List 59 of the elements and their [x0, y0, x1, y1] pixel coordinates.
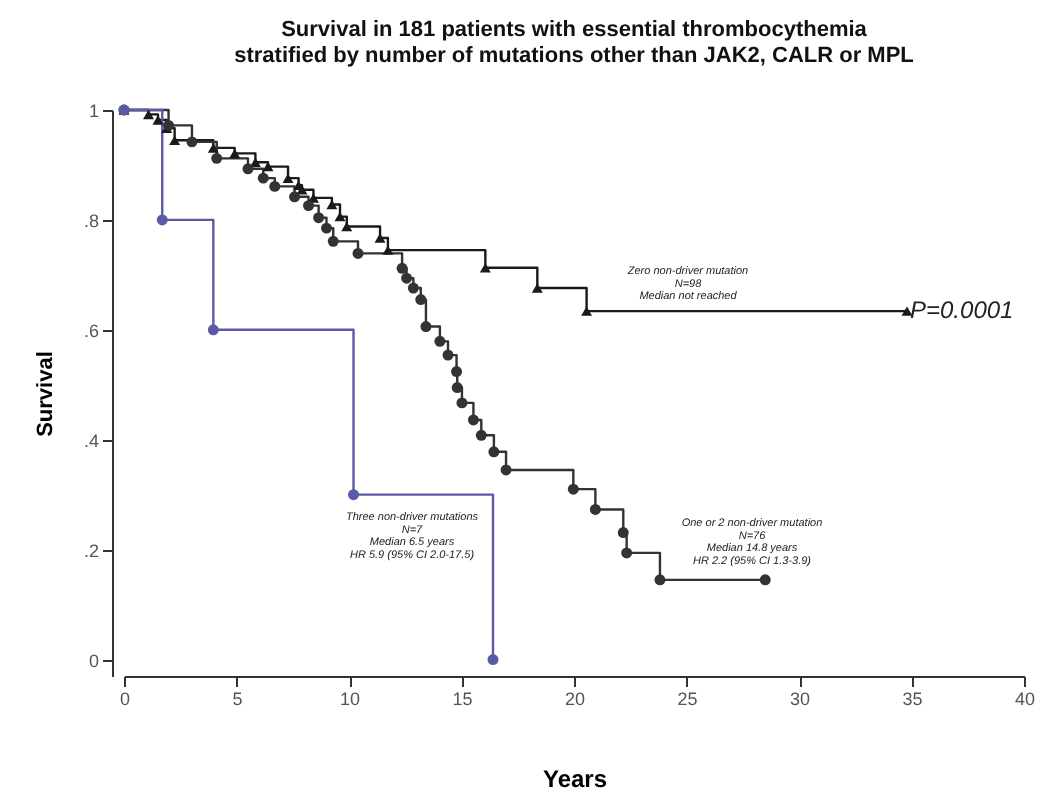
point: [156, 214, 168, 226]
point: [475, 429, 487, 441]
point: [269, 180, 281, 192]
point: [257, 172, 269, 184]
point: [759, 574, 771, 586]
chart-title: Survival in 181 patients with essential thrombocythemia stratified by number of mutations other than JAK2, CALR or MPL: [234, 18, 915, 68]
point: [352, 247, 364, 259]
point: [407, 282, 419, 294]
point: [500, 464, 512, 476]
x-tick-label: 30: [789, 689, 811, 709]
y-axis-title: Survival: [33, 351, 58, 437]
point: [313, 212, 325, 224]
point: [567, 483, 579, 495]
x-tick-label: 25: [677, 689, 698, 709]
point: [303, 200, 314, 212]
point: [143, 109, 154, 120]
y-tick-label: .4: [83, 430, 99, 451]
point: [581, 306, 593, 316]
point: [207, 324, 219, 336]
y-tick-label: .2: [83, 540, 99, 561]
point: [207, 143, 219, 153]
x-tick-label: 40: [1014, 689, 1036, 709]
point: [487, 654, 499, 665]
point: [442, 349, 454, 361]
point: [531, 283, 543, 293]
x-tick-label: 5: [232, 689, 243, 709]
point: [621, 547, 633, 559]
point: [401, 272, 413, 284]
point: [420, 321, 432, 332]
y-tick-label: 1: [88, 101, 99, 121]
x-tick-label: 15: [452, 689, 473, 709]
annotation: P=0.0001: [910, 296, 1014, 324]
y-tick-label: .8: [83, 210, 99, 231]
point: [211, 152, 223, 164]
point: [348, 489, 359, 501]
x-tick-label: 10: [339, 689, 361, 709]
x-axis-title: Years: [542, 765, 608, 793]
point: [589, 504, 601, 515]
point: [451, 382, 463, 393]
point: [186, 136, 198, 148]
point: [488, 446, 500, 458]
point: [451, 366, 463, 378]
x-tick-label: 35: [902, 689, 923, 709]
point: [242, 163, 254, 175]
x-tick-label: 0: [119, 689, 131, 709]
point: [321, 222, 332, 234]
point: [434, 335, 446, 347]
y-tick-label: .6: [83, 320, 99, 341]
point: [617, 527, 629, 539]
point: [327, 235, 339, 247]
point: [456, 397, 468, 409]
point: [415, 294, 427, 306]
point: [467, 414, 479, 426]
point: [169, 135, 181, 145]
x-tick-label: 20: [564, 689, 586, 709]
y-tick-label: 0: [88, 650, 99, 671]
point: [289, 191, 301, 203]
point: [396, 262, 408, 274]
point: [654, 574, 666, 586]
